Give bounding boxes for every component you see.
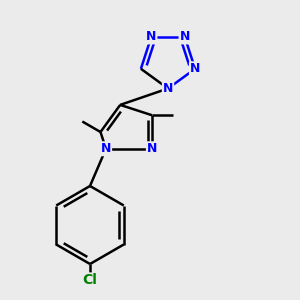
Text: N: N bbox=[190, 62, 200, 75]
Text: N: N bbox=[147, 142, 157, 155]
Text: N: N bbox=[163, 82, 173, 95]
Text: N: N bbox=[180, 30, 190, 44]
Text: Cl: Cl bbox=[82, 274, 98, 287]
Text: N: N bbox=[146, 30, 156, 44]
Text: N: N bbox=[101, 142, 111, 155]
